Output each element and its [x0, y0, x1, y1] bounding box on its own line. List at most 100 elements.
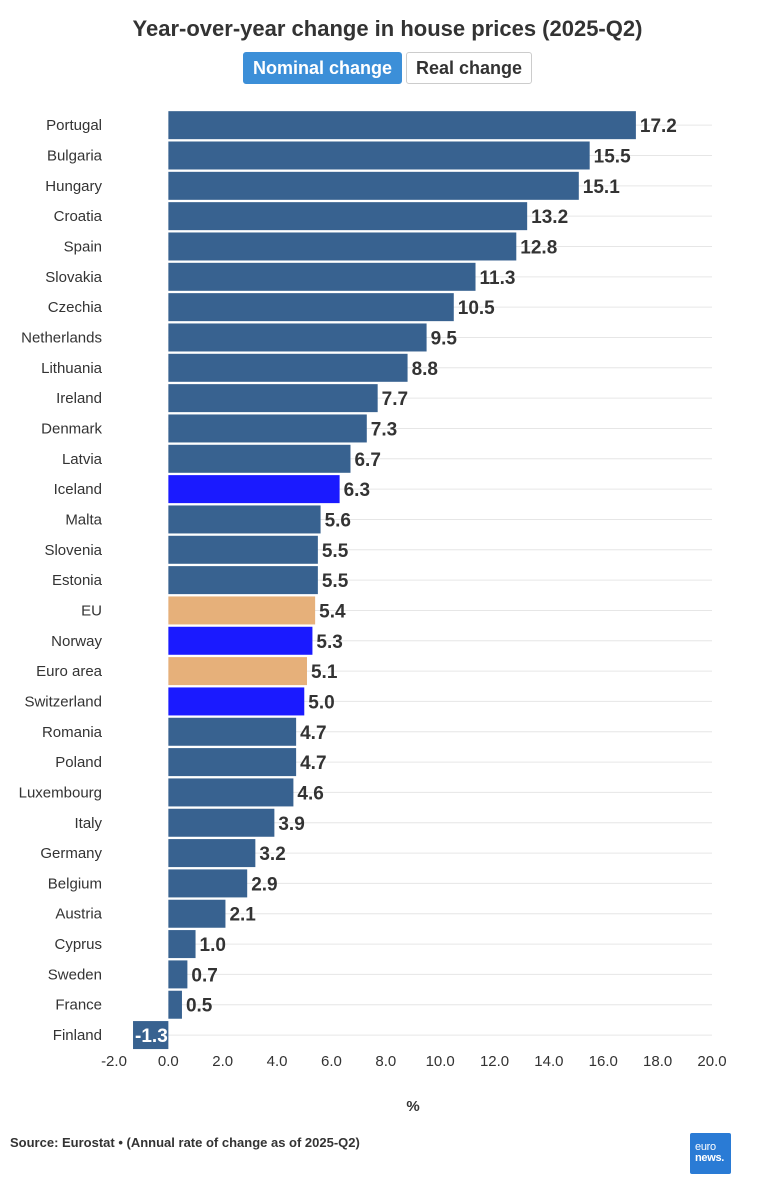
- data-label: 15.1: [583, 177, 620, 198]
- category-label: Finland: [53, 1027, 102, 1044]
- bar-malta: [168, 505, 321, 534]
- bar-luxembourg: [168, 778, 294, 807]
- bar-switzerland: [168, 687, 305, 716]
- x-tick-label: 18.0: [643, 1053, 672, 1070]
- data-label: -1.3: [135, 1026, 168, 1047]
- data-label: 5.4: [319, 601, 346, 622]
- data-label: 1.0: [200, 935, 226, 956]
- data-label: 0.5: [186, 996, 213, 1017]
- bar-austria: [168, 899, 226, 928]
- data-label: 17.2: [640, 116, 677, 137]
- bar-hungary: [168, 171, 579, 200]
- bar-belgium: [168, 869, 248, 898]
- x-tick-label: 6.0: [321, 1053, 342, 1070]
- bar-norway: [168, 626, 313, 655]
- bar-france: [168, 990, 182, 1019]
- data-label: 7.3: [371, 419, 397, 440]
- data-label: 3.2: [259, 844, 285, 865]
- category-label: Luxembourg: [19, 784, 102, 801]
- x-tick-label: 0.0: [158, 1053, 179, 1070]
- data-label: 0.7: [191, 965, 217, 986]
- x-tick-label: 16.0: [589, 1053, 618, 1070]
- category-label: Croatia: [54, 208, 103, 225]
- data-label: 5.0: [308, 692, 334, 713]
- data-label: 4.7: [300, 723, 326, 744]
- category-label: Portugal: [46, 117, 102, 134]
- bar-chart: -2.0 0.0 2.0 4.0 6.0 8.0 10.0 12.0 14.0 16.0 18.0 2…: [19, 111, 727, 1115]
- category-label: Germany: [40, 845, 102, 862]
- category-label: Czechia: [48, 299, 103, 316]
- bar-poland: [168, 748, 297, 777]
- bar-slovakia: [168, 262, 476, 291]
- chart-title: Year-over-year change in house prices (2…: [132, 16, 643, 41]
- data-label: 5.6: [325, 510, 351, 531]
- bar-euro-area: [168, 657, 307, 686]
- category-label: Cyprus: [54, 936, 102, 953]
- bar-denmark: [168, 414, 367, 443]
- data-label: 9.5: [431, 328, 458, 349]
- x-tick-label: 10.0: [426, 1053, 455, 1070]
- data-label: 2.1: [229, 905, 256, 926]
- data-label: 10.5: [458, 298, 495, 319]
- bar-slovenia: [168, 535, 318, 564]
- data-label: 8.8: [412, 359, 438, 380]
- category-label: Hungary: [45, 178, 102, 195]
- data-label: 5.1: [311, 662, 338, 683]
- bar-iceland: [168, 475, 340, 504]
- bar-romania: [168, 717, 297, 746]
- nominal-change-button[interactable]: Nominal change: [242, 52, 402, 84]
- category-label: France: [55, 997, 102, 1014]
- bar-germany: [168, 839, 256, 868]
- change-type-toggle: Nominal change Real change: [0, 52, 775, 84]
- x-tick-label: -2.0: [101, 1053, 127, 1070]
- source-note: Source: Eurostat • (Annual rate of chang…: [10, 1135, 360, 1150]
- data-label: 12.8: [520, 237, 557, 258]
- logo-line-1: euro: [695, 1141, 716, 1153]
- x-tick-label: 12.0: [480, 1053, 509, 1070]
- bar-estonia: [168, 566, 318, 595]
- bar-czechia: [168, 293, 454, 322]
- bar-ireland: [168, 384, 378, 413]
- data-label: 6.3: [344, 480, 370, 501]
- real-change-button[interactable]: Real change: [405, 52, 533, 84]
- category-label: EU: [81, 602, 102, 619]
- data-label: 2.9: [251, 874, 277, 895]
- category-label: Denmark: [41, 420, 102, 437]
- category-label: Switzerland: [24, 693, 102, 710]
- category-label: Poland: [55, 754, 102, 771]
- category-label: Austria: [55, 906, 102, 923]
- bar-croatia: [168, 202, 528, 231]
- euronews-logo[interactable]: euro news.: [690, 1133, 731, 1174]
- bar-lithuania: [168, 353, 408, 382]
- bar-portugal: [168, 111, 636, 140]
- category-label: Italy: [74, 815, 102, 832]
- bar-sweden: [168, 960, 188, 989]
- category-label: Spain: [64, 238, 102, 255]
- bar-netherlands: [168, 323, 427, 352]
- category-label: Lithuania: [41, 360, 103, 377]
- data-label: 3.9: [278, 814, 304, 835]
- category-label: Norway: [51, 633, 102, 650]
- category-label: Romania: [42, 724, 103, 741]
- category-label: Slovakia: [45, 269, 102, 286]
- data-label: 7.7: [382, 389, 408, 410]
- category-label: Estonia: [52, 572, 103, 589]
- category-label: Latvia: [62, 451, 103, 468]
- logo-line-2: news.: [695, 1152, 725, 1164]
- x-axis-label: %: [406, 1098, 419, 1115]
- bar-cyprus: [168, 930, 196, 959]
- bar-eu: [168, 596, 316, 625]
- category-label: Bulgaria: [47, 147, 103, 164]
- bar-italy: [168, 808, 275, 837]
- category-label: Malta: [65, 511, 102, 528]
- data-label: 5.3: [316, 632, 342, 653]
- bar-finland: [133, 1021, 169, 1050]
- category-label: Euro area: [36, 663, 103, 680]
- x-tick-label: 4.0: [267, 1053, 288, 1070]
- category-label: Ireland: [56, 390, 102, 407]
- data-label: 11.3: [480, 268, 516, 289]
- x-tick-label: 8.0: [375, 1053, 396, 1070]
- category-label: Belgium: [48, 875, 102, 892]
- category-label: Netherlands: [21, 329, 102, 346]
- data-label: 15.5: [594, 146, 631, 167]
